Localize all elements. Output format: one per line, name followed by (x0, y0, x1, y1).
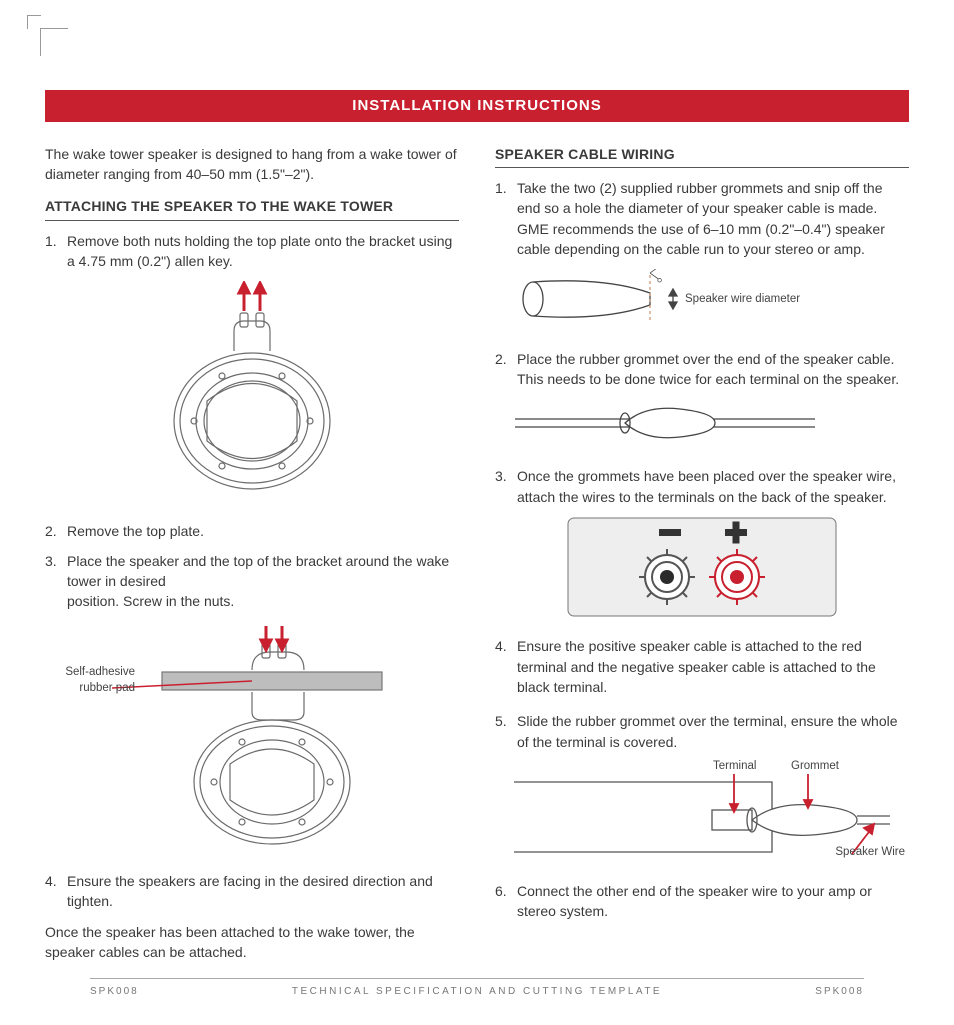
wiring-step-4: 4. Ensure the positive speaker cable is … (495, 636, 909, 697)
footer-right: SPK008 (815, 985, 864, 1000)
step-number: 5. (495, 711, 517, 752)
attach-closing: Once the speaker has been attached to th… (45, 922, 459, 963)
wiring-step-2: 2. Place the rubber grommet over the end… (495, 349, 909, 390)
attach-step-1: 1. Remove both nuts holding the top plat… (45, 231, 459, 272)
wiring-step-5: 5. Slide the rubber grommet over the ter… (495, 711, 909, 752)
step-number: 2. (495, 349, 517, 390)
wiring-steps-5: 5. Slide the rubber grommet over the ter… (495, 711, 909, 752)
terminal-plate-art (567, 517, 837, 617)
right-column: SPEAKER CABLE WIRING 1. Take the two (2)… (495, 144, 909, 962)
page-content: INSTALLATION INSTRUCTIONS The wake tower… (45, 90, 909, 962)
speaker-wire-label: Speaker Wire (835, 844, 905, 861)
step-number: 3. (495, 466, 517, 507)
terminal-label: Terminal (713, 758, 756, 775)
step-number: 2. (45, 521, 67, 541)
speaker-line-art-2 (102, 622, 402, 852)
wiring-step-3: 3. Once the grommets have been placed ov… (495, 466, 909, 507)
wiring-step-1: 1. Take the two (2) supplied rubber grom… (495, 178, 909, 259)
rubber-pad-label: Self-adhesive rubber pad (45, 664, 135, 697)
step-text: Remove the top plate. (67, 521, 459, 541)
step-text: Take the two (2) supplied rubber grommet… (517, 178, 909, 259)
step-text: Ensure the positive speaker cable is att… (517, 636, 909, 697)
step3-b: position. Screw in the nuts. (67, 593, 234, 609)
footer-center: TECHNICAL SPECIFICATION AND CUTTING TEMP… (292, 985, 662, 1000)
step-number: 3. (45, 551, 67, 612)
grommet-label: Grommet (791, 758, 839, 775)
step-number: 6. (495, 881, 517, 922)
step-text: Once the grommets have been placed over … (517, 466, 909, 507)
step-text: Ensure the speakers are facing in the de… (67, 871, 459, 912)
attach-heading: ATTACHING THE SPEAKER TO THE WAKE TOWER (45, 196, 459, 220)
step3-a: Place the speaker and the top of the bra… (67, 553, 449, 589)
step-number: 1. (45, 231, 67, 272)
attach-steps-final: 4. Ensure the speakers are facing in the… (45, 871, 459, 912)
step-text: Connect the other end of the speaker wir… (517, 881, 909, 922)
wiring-steps-6: 6. Connect the other end of the speaker … (495, 881, 909, 922)
two-column-layout: The wake tower speaker is designed to ha… (45, 144, 909, 962)
figure-grommet-on-cable (495, 399, 909, 452)
wire-diameter-label: Speaker wire diameter (685, 291, 800, 308)
step-number: 4. (45, 871, 67, 912)
crop-mark (40, 28, 68, 56)
step-text: Place the speaker and the top of the bra… (67, 551, 459, 612)
page-footer: SPK008 TECHNICAL SPECIFICATION AND CUTTI… (90, 978, 864, 1000)
step-text: Remove both nuts holding the top plate o… (67, 231, 459, 272)
wiring-steps-2: 2. Place the rubber grommet over the end… (495, 349, 909, 390)
figure-grommet-snip: Speaker wire diameter (495, 269, 909, 334)
wiring-steps-4: 4. Ensure the positive speaker cable is … (495, 636, 909, 697)
attach-steps: 1. Remove both nuts holding the top plat… (45, 231, 459, 272)
attach-step-4: 4. Ensure the speakers are facing in the… (45, 871, 459, 912)
figure-speaker-remove-nuts (45, 281, 459, 506)
left-column: The wake tower speaker is designed to ha… (45, 144, 459, 962)
step-number: 1. (495, 178, 517, 259)
figure-terminals (495, 517, 909, 622)
attach-step-3: 3. Place the speaker and the top of the … (45, 551, 459, 612)
intro-text: The wake tower speaker is designed to ha… (45, 144, 459, 185)
wiring-heading: SPEAKER CABLE WIRING (495, 144, 909, 168)
attach-steps-cont: 2. Remove the top plate. 3. Place the sp… (45, 521, 459, 612)
wiring-steps: 1. Take the two (2) supplied rubber grom… (495, 178, 909, 259)
step-text: Place the rubber grommet over the end of… (517, 349, 909, 390)
cable-grommet-art (515, 399, 815, 447)
figure-terminal-cover: Terminal Grommet Speaker Wire (495, 762, 909, 867)
attach-step-2: 2. Remove the top plate. (45, 521, 459, 541)
footer-left: SPK008 (90, 985, 139, 1000)
banner-title: INSTALLATION INSTRUCTIONS (45, 90, 909, 122)
step-number: 4. (495, 636, 517, 697)
wiring-steps-3: 3. Once the grommets have been placed ov… (495, 466, 909, 507)
step-text: Slide the rubber grommet over the termin… (517, 711, 909, 752)
speaker-line-art-1 (142, 281, 362, 501)
wiring-step-6: 6. Connect the other end of the speaker … (495, 881, 909, 922)
figure-speaker-mount: Self-adhesive rubber pad (45, 622, 459, 857)
